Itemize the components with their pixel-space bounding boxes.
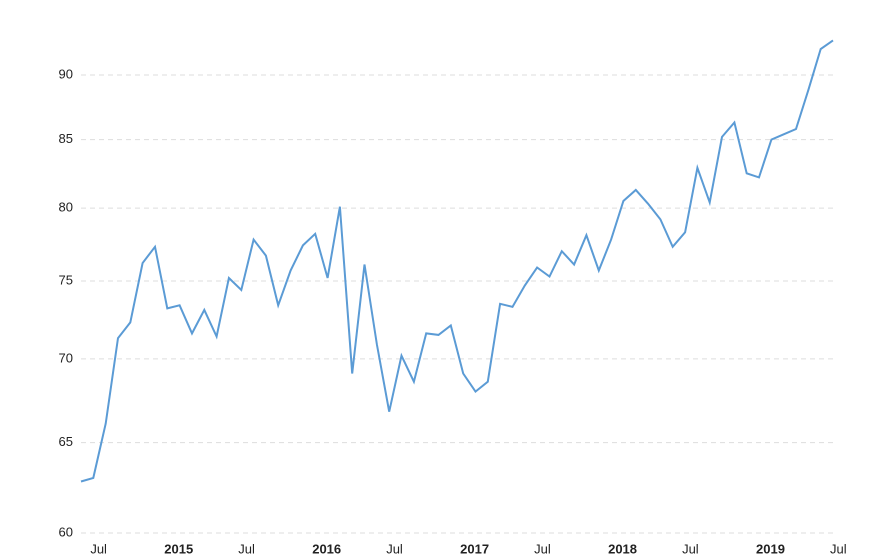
- x-tick-label: Jul: [534, 541, 551, 556]
- x-tick-label: 2015: [164, 541, 193, 556]
- y-tick-label: 75: [59, 272, 73, 287]
- x-tick-label: Jul: [830, 541, 847, 556]
- x-tick-label: 2017: [460, 541, 489, 556]
- y-tick-label: 60: [59, 524, 73, 539]
- x-tick-label: Jul: [386, 541, 403, 556]
- y-tick-label: 65: [59, 434, 73, 449]
- y-tick-label: 70: [59, 350, 73, 365]
- x-tick-label: 2018: [608, 541, 637, 556]
- data-line: [80, 39, 834, 483]
- x-tick-label: 2016: [312, 541, 341, 556]
- x-tick-label: 2019: [756, 541, 785, 556]
- y-tick-label: 90: [59, 66, 73, 81]
- x-tick-label: Jul: [238, 541, 255, 556]
- y-tick-label: 85: [59, 131, 73, 146]
- y-tick-label: 80: [59, 200, 73, 215]
- x-tick-label: Jul: [682, 541, 699, 556]
- x-tick-label: Jul: [90, 541, 107, 556]
